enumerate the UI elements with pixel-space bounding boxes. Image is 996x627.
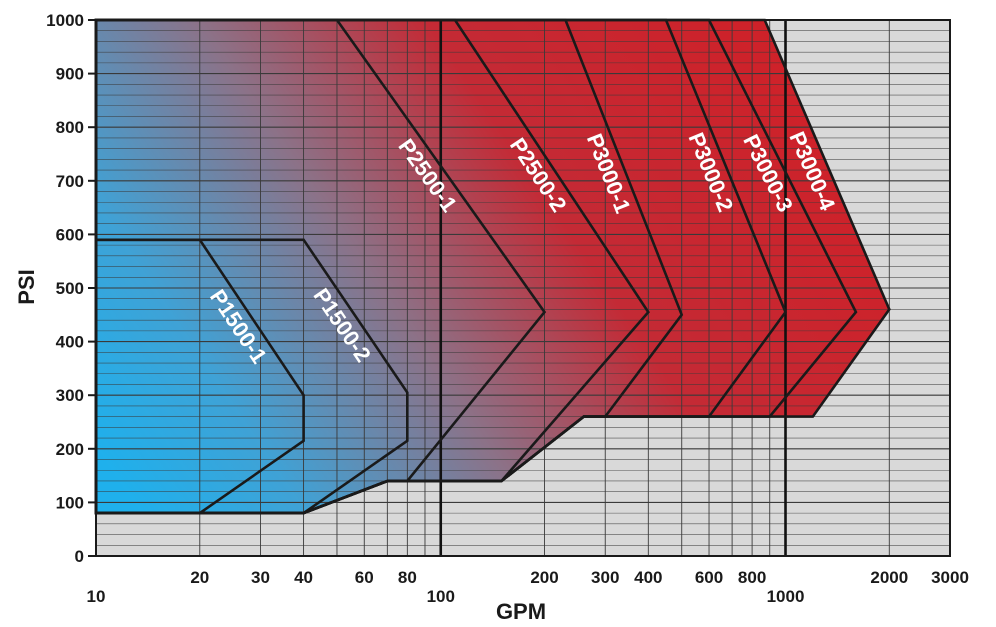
x-tick-label: 40 xyxy=(294,568,313,587)
x-tick-label: 60 xyxy=(355,568,374,587)
y-tick-label: 500 xyxy=(56,279,84,298)
y-tick-label: 700 xyxy=(56,172,84,191)
x-axis-title: GPM xyxy=(496,599,546,624)
y-axis-ticks: 0 100 200 300 400 500 600 700 800 900 1000 xyxy=(46,11,96,566)
y-tick-label: 1000 xyxy=(46,11,84,30)
x-tick-label: 300 xyxy=(591,568,619,587)
x-tick-label: 1000 xyxy=(767,587,805,606)
y-tick-label: 100 xyxy=(56,493,84,512)
y-tick-label: 400 xyxy=(56,333,84,352)
grid-lines xyxy=(96,20,950,556)
x-tick-label: 30 xyxy=(251,568,270,587)
x-tick-label: 100 xyxy=(427,587,455,606)
y-tick-label: 300 xyxy=(56,386,84,405)
x-tick-label: 800 xyxy=(738,568,766,587)
x-tick-label: 400 xyxy=(634,568,662,587)
x-axis-ticks: 20 30 40 60 80 200 300 400 600 800 2000 3000 10 100 10… xyxy=(87,568,969,606)
x-tick-label: 20 xyxy=(190,568,209,587)
x-tick-label: 80 xyxy=(398,568,417,587)
x-tick-label: 600 xyxy=(695,568,723,587)
y-tick-label: 0 xyxy=(75,547,84,566)
y-tick-label: 800 xyxy=(56,118,84,137)
y-axis-title: PSI xyxy=(14,269,39,304)
x-tick-label: 2000 xyxy=(870,568,908,587)
x-tick-label: 10 xyxy=(87,587,106,606)
y-tick-label: 900 xyxy=(56,65,84,84)
x-tick-label: 3000 xyxy=(931,568,969,587)
x-tick-label: 200 xyxy=(530,568,558,587)
y-tick-label: 200 xyxy=(56,440,84,459)
y-tick-label: 600 xyxy=(56,225,84,244)
